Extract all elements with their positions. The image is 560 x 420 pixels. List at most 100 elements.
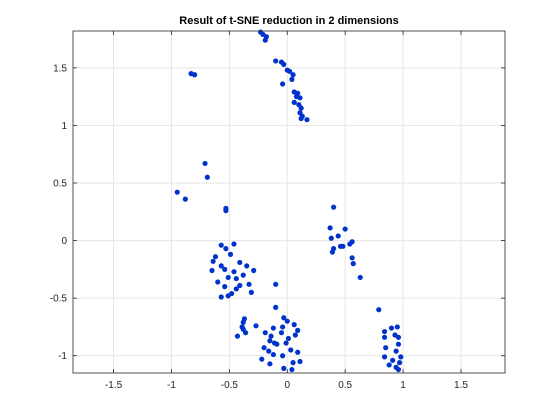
data-point (280, 353, 286, 359)
data-point (290, 360, 296, 366)
data-point (231, 269, 237, 275)
data-point (218, 242, 224, 248)
data-point (244, 263, 250, 269)
data-point (274, 341, 280, 347)
data-point (209, 267, 215, 274)
x-tick-label: -0.5 (221, 380, 239, 391)
data-point (237, 282, 243, 289)
data-point (285, 335, 292, 342)
y-tick-label: 0 (61, 236, 67, 247)
data-point (222, 284, 228, 290)
data-point (342, 226, 348, 232)
data-point (210, 258, 216, 264)
data-point (261, 345, 267, 351)
data-point (281, 365, 287, 371)
data-point (289, 76, 295, 82)
data-point (397, 360, 403, 366)
data-point (266, 348, 272, 354)
data-point (268, 333, 274, 339)
data-point (347, 241, 353, 247)
x-tick-label: 0 (284, 380, 290, 391)
data-point (386, 362, 392, 368)
data-point (240, 319, 246, 325)
data-point (297, 95, 303, 101)
data-point (350, 261, 356, 267)
data-point (174, 189, 180, 195)
data-point (280, 81, 286, 87)
y-tick-label: -0.5 (50, 294, 68, 305)
data-point (218, 263, 224, 269)
data-point (231, 241, 237, 247)
data-point (204, 174, 210, 180)
data-point (304, 117, 310, 123)
data-point (395, 366, 402, 373)
data-point (262, 330, 268, 336)
data-point (233, 275, 239, 282)
grid (73, 31, 505, 373)
data-point (390, 357, 396, 363)
data-point (270, 351, 276, 358)
data-point (202, 160, 208, 167)
data-point (223, 246, 229, 252)
data-point (242, 330, 249, 336)
x-tick-label: -1.5 (105, 380, 123, 391)
data-point (223, 208, 229, 214)
y-tick-label: -1 (58, 351, 67, 362)
data-points (174, 29, 404, 373)
data-point (227, 251, 234, 257)
data-point (381, 354, 388, 360)
data-point (376, 307, 382, 313)
data-point (284, 318, 290, 324)
y-tick-label: 1.5 (53, 63, 67, 74)
data-point (248, 289, 254, 295)
data-point (262, 37, 268, 43)
data-point (273, 281, 279, 287)
data-point (192, 72, 198, 78)
data-point (225, 293, 231, 299)
data-point (273, 58, 279, 64)
data-point (212, 254, 219, 260)
data-point (240, 272, 246, 278)
x-tick-label: 1 (400, 380, 406, 391)
y-tick-label: 1 (61, 121, 67, 132)
data-point (381, 334, 388, 340)
data-point (291, 99, 297, 105)
data-point (259, 356, 265, 362)
data-point (393, 348, 399, 354)
data-point (246, 281, 252, 287)
data-point (215, 279, 221, 285)
axes-box (72, 30, 506, 374)
data-point (295, 327, 301, 333)
data-point (267, 361, 273, 367)
data-point (218, 294, 224, 300)
data-point (335, 233, 341, 239)
data-point (381, 328, 388, 335)
data-point (280, 324, 286, 330)
data-point (357, 274, 363, 281)
data-point (398, 354, 404, 360)
data-point (267, 338, 273, 344)
data-point (290, 72, 296, 78)
data-point (328, 235, 334, 241)
data-point (394, 324, 400, 330)
y-tick-label: 0.5 (53, 179, 67, 190)
x-tick-label: 0.5 (338, 380, 352, 391)
data-point (289, 366, 295, 373)
data-point (349, 255, 355, 261)
data-point (281, 61, 287, 67)
data-point (330, 204, 337, 210)
data-point (298, 115, 304, 122)
data-point (182, 196, 188, 202)
data-point (395, 341, 402, 347)
chart-title: Result of t-SNE reduction in 2 dimension… (179, 15, 398, 27)
axis-ticks: -1.5 -1 -0.5 0 0.5 1 1.5 -1 -0.5 0 0.5 1 1.5 (50, 31, 505, 391)
data-point (383, 345, 389, 351)
data-point (340, 243, 346, 249)
data-point (292, 332, 298, 338)
data-point (388, 325, 395, 331)
data-point (395, 334, 402, 340)
data-point (273, 304, 279, 310)
data-point (222, 266, 228, 272)
data-point (286, 68, 293, 74)
